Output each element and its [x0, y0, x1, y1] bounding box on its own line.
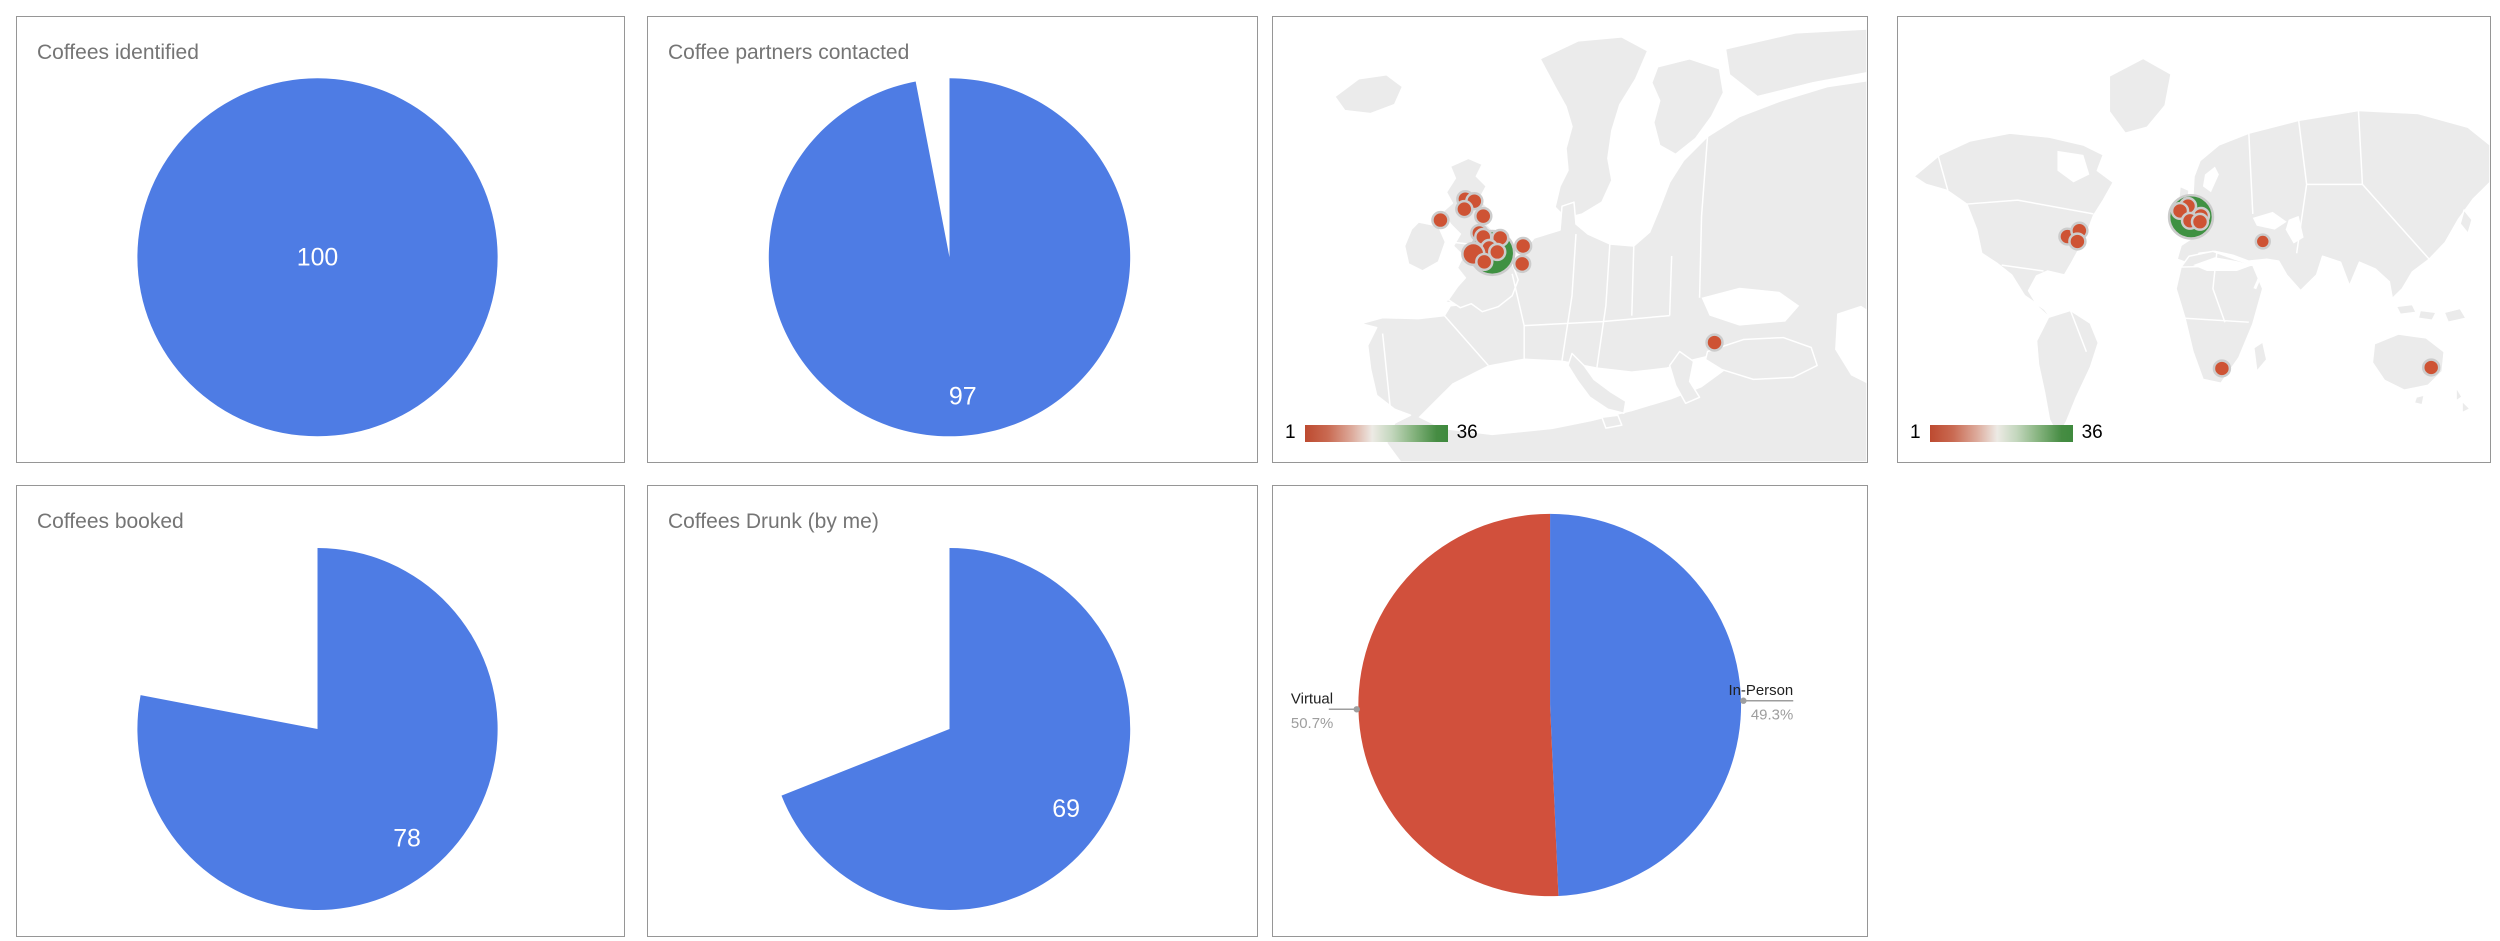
svg-text:78: 78	[393, 824, 421, 852]
world-seas	[2057, 150, 2304, 290]
chart-card-coffee-partners-contacted[interactable]: Coffee partners contacted 97	[647, 16, 1258, 463]
chart-card-coffees-booked[interactable]: Coffees booked 78	[16, 485, 625, 937]
map-legend: 1 36	[1910, 422, 2103, 444]
svg-text:50.7%: 50.7%	[1291, 715, 1333, 732]
chart-card-coffees-identified[interactable]: Coffees identified 100	[16, 16, 625, 463]
legend-gradient-bar	[1929, 424, 2073, 442]
svg-text:In-Person: In-Person	[1728, 682, 1793, 699]
chart-title-coffees-booked: Coffees booked	[37, 510, 184, 533]
svg-text:Virtual: Virtual	[1291, 690, 1333, 707]
chart-title-coffee-partners-contacted: Coffee partners contacted	[668, 41, 910, 64]
chart-card-coffees-drunk[interactable]: Coffees Drunk (by me) 69	[647, 485, 1258, 937]
legend-max-label: 36	[2081, 422, 2103, 443]
pie-chart-coffee-partners-contacted: 97	[768, 78, 1131, 437]
svg-text:49.3%: 49.3%	[1751, 707, 1793, 724]
chart-title-coffees-drunk: Coffees Drunk (by me)	[668, 510, 879, 533]
map-markers-world	[2058, 193, 2441, 378]
legend-min-label: 1	[1910, 422, 1921, 443]
chart-title-coffees-identified: Coffees identified	[37, 41, 199, 64]
svg-text:69: 69	[1052, 795, 1080, 823]
world-landmass	[1913, 57, 2490, 438]
europe-peninsulas	[1567, 336, 1818, 429]
chart-card-virtual-vs-in-person[interactable]: In-Person 49.3% Virtual 50.7%	[1272, 485, 1868, 937]
europe-seas	[1418, 287, 1867, 436]
geo-map-world	[1913, 57, 2490, 438]
map-markers-europe	[1431, 189, 1724, 352]
pie-chart-coffees-identified: 100	[137, 78, 498, 437]
svg-text:97: 97	[949, 384, 977, 411]
geo-map-europe	[1334, 28, 1867, 462]
pie-chart-virtual-vs-in-person: In-Person 49.3% Virtual 50.7%	[1291, 513, 1794, 897]
world-country-borders	[1937, 110, 2430, 352]
europe-country-borders	[1381, 136, 1709, 412]
chart-card-map-europe[interactable]: 1 36	[1272, 16, 1868, 463]
chart-card-map-world[interactable]: 1 36	[1897, 16, 2491, 463]
svg-text:100: 100	[297, 245, 338, 272]
pie-chart-coffees-booked: 78	[137, 548, 498, 910]
legend-gradient-bar	[1304, 424, 1448, 442]
map-legend: 1 36	[1285, 422, 1478, 444]
pie-chart-coffees-drunk: 69	[781, 548, 1131, 910]
legend-min-label: 1	[1285, 422, 1296, 443]
legend-max-label: 36	[1456, 422, 1478, 443]
